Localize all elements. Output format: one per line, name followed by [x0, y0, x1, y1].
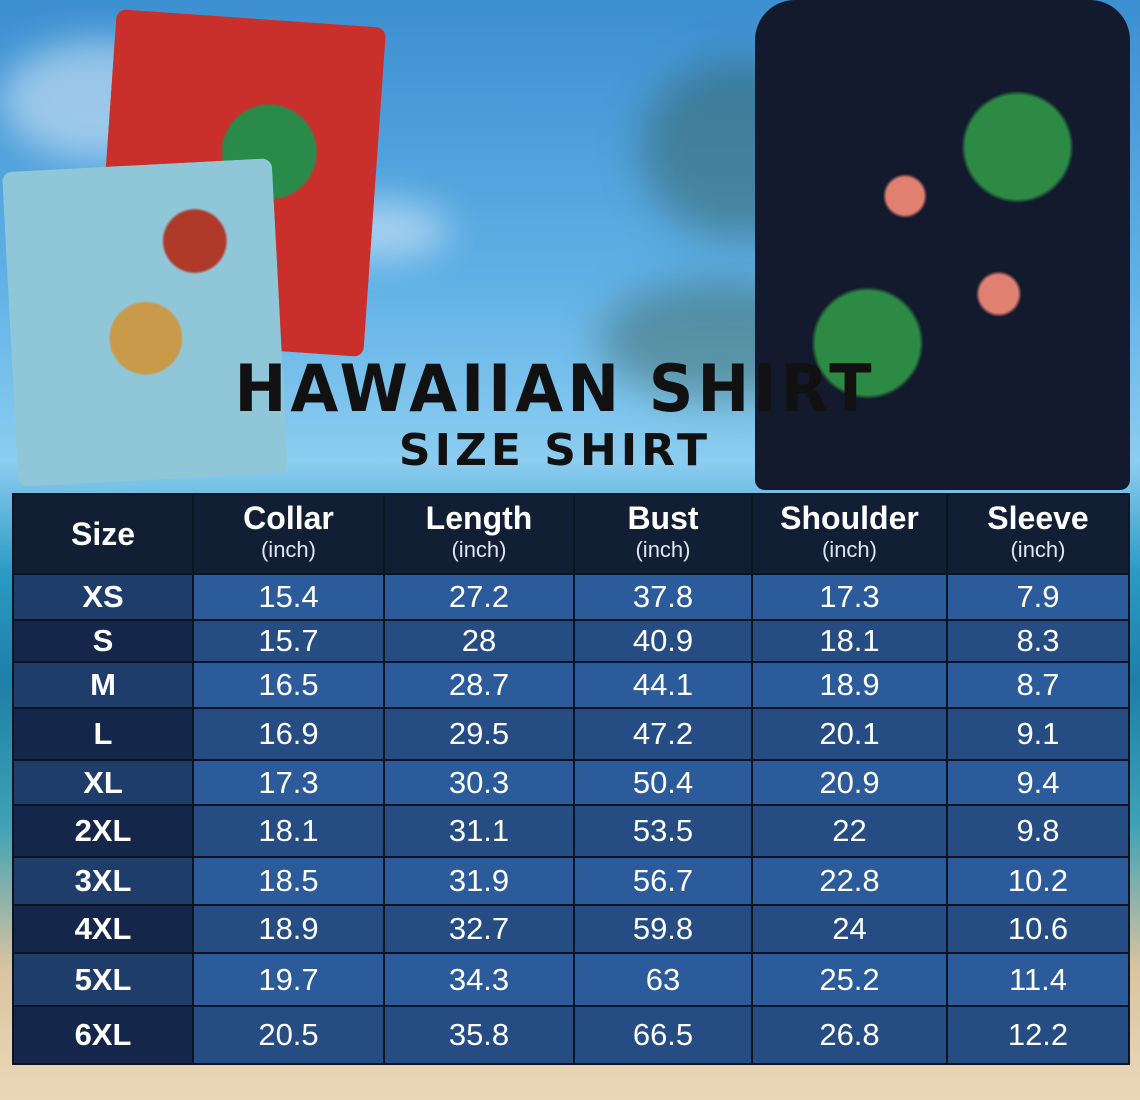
- size-cell: 6XL: [12, 1005, 194, 1065]
- size-cell: 5XL: [12, 952, 194, 1007]
- measurement-cell: 15.7: [192, 619, 385, 663]
- column-header-sleeve: Sleeve (inch): [946, 493, 1130, 575]
- column-label: Shoulder: [780, 500, 919, 536]
- measurement-cell: 24: [751, 904, 948, 954]
- measurement-cell: 53.5: [573, 804, 753, 858]
- size-cell: 4XL: [12, 904, 194, 954]
- measurement-cell: 9.4: [946, 759, 1130, 806]
- column-header-size: Size: [12, 493, 194, 575]
- measurement-cell: 9.1: [946, 707, 1130, 761]
- measurement-cell: 31.1: [383, 804, 575, 858]
- column-label: Sleeve: [987, 500, 1089, 536]
- measurement-cell: 28: [383, 619, 575, 663]
- size-cell: L: [12, 707, 194, 761]
- measurement-cell: 19.7: [192, 952, 385, 1007]
- size-cell: 3XL: [12, 856, 194, 906]
- measurement-cell: 27.2: [383, 573, 575, 621]
- table-header-row: Size Collar (inch) Length (inch) Bust (inch) Sh…: [12, 493, 1130, 575]
- measurement-cell: 10.6: [946, 904, 1130, 954]
- measurement-cell: 26.8: [751, 1005, 948, 1065]
- measurement-cell: 25.2: [751, 952, 948, 1007]
- column-label: Bust: [627, 500, 699, 536]
- page-title: HAWAIIAN SHIRT: [234, 350, 876, 427]
- column-header-collar: Collar (inch): [192, 493, 385, 575]
- measurement-cell: 50.4: [573, 759, 753, 806]
- table-row: 2XL 18.1 31.1 53.5 22 9.8: [12, 804, 1130, 858]
- column-header-bust: Bust (inch): [573, 493, 753, 575]
- measurement-cell: 20.5: [192, 1005, 385, 1065]
- measurement-cell: 8.3: [946, 619, 1130, 663]
- measurement-cell: 59.8: [573, 904, 753, 954]
- size-cell: XS: [12, 573, 194, 621]
- column-header-shoulder: Shoulder (inch): [751, 493, 948, 575]
- measurement-cell: 10.2: [946, 856, 1130, 906]
- column-unit: (inch): [1010, 537, 1066, 562]
- measurement-cell: 40.9: [573, 619, 753, 663]
- measurement-cell: 66.5: [573, 1005, 753, 1065]
- measurement-cell: 11.4: [946, 952, 1130, 1007]
- measurement-cell: 22.8: [751, 856, 948, 906]
- measurement-cell: 22: [751, 804, 948, 858]
- column-label: Collar: [243, 500, 334, 536]
- measurement-cell: 34.3: [383, 952, 575, 1007]
- measurement-cell: 32.7: [383, 904, 575, 954]
- measurement-cell: 16.5: [192, 661, 385, 709]
- measurement-cell: 12.2: [946, 1005, 1130, 1065]
- measurement-cell: 56.7: [573, 856, 753, 906]
- measurement-cell: 37.8: [573, 573, 753, 621]
- column-unit: (inch): [635, 537, 691, 562]
- measurement-cell: 17.3: [751, 573, 948, 621]
- measurement-cell: 20.1: [751, 707, 948, 761]
- table-row: 3XL 18.5 31.9 56.7 22.8 10.2: [12, 856, 1130, 906]
- measurement-cell: 18.9: [751, 661, 948, 709]
- table-row: L 16.9 29.5 47.2 20.1 9.1: [12, 707, 1130, 761]
- measurement-cell: 63: [573, 952, 753, 1007]
- column-unit: (inch): [451, 537, 507, 562]
- measurement-cell: 18.5: [192, 856, 385, 906]
- table-row: 4XL 18.9 32.7 59.8 24 10.6: [12, 904, 1130, 954]
- model-wearing-shirt-image: [755, 0, 1130, 490]
- measurement-cell: 16.9: [192, 707, 385, 761]
- table-row: 6XL 20.5 35.8 66.5 26.8 12.2: [12, 1005, 1130, 1065]
- size-table: Size Collar (inch) Length (inch) Bust (inch) Sh…: [12, 493, 1130, 1065]
- table-row: XL 17.3 30.3 50.4 20.9 9.4: [12, 759, 1130, 806]
- table-row: M 16.5 28.7 44.1 18.9 8.7: [12, 661, 1130, 709]
- table-row: XS 15.4 27.2 37.8 17.3 7.9: [12, 573, 1130, 621]
- measurement-cell: 29.5: [383, 707, 575, 761]
- measurement-cell: 7.9: [946, 573, 1130, 621]
- table-row: S 15.7 28 40.9 18.1 8.3: [12, 619, 1130, 663]
- measurement-cell: 17.3: [192, 759, 385, 806]
- measurement-cell: 35.8: [383, 1005, 575, 1065]
- column-label: Size: [70, 516, 136, 552]
- measurement-cell: 18.9: [192, 904, 385, 954]
- measurement-cell: 18.1: [751, 619, 948, 663]
- column-label: Length: [425, 500, 533, 536]
- size-cell: M: [12, 661, 194, 709]
- size-cell: S: [12, 619, 194, 663]
- measurement-cell: 18.1: [192, 804, 385, 858]
- measurement-cell: 30.3: [383, 759, 575, 806]
- measurement-cell: 31.9: [383, 856, 575, 906]
- page-subtitle: SIZE SHIRT: [398, 425, 712, 476]
- table-row: 5XL 19.7 34.3 63 25.2 11.4: [12, 952, 1130, 1007]
- measurement-cell: 15.4: [192, 573, 385, 621]
- column-header-length: Length (inch): [383, 493, 575, 575]
- column-unit: (inch): [821, 537, 877, 562]
- size-cell: XL: [12, 759, 194, 806]
- measurement-cell: 47.2: [573, 707, 753, 761]
- measurement-cell: 20.9: [751, 759, 948, 806]
- measurement-cell: 8.7: [946, 661, 1130, 709]
- size-cell: 2XL: [12, 804, 194, 858]
- measurement-cell: 9.8: [946, 804, 1130, 858]
- column-unit: (inch): [260, 537, 316, 562]
- measurement-cell: 44.1: [573, 661, 753, 709]
- measurement-cell: 28.7: [383, 661, 575, 709]
